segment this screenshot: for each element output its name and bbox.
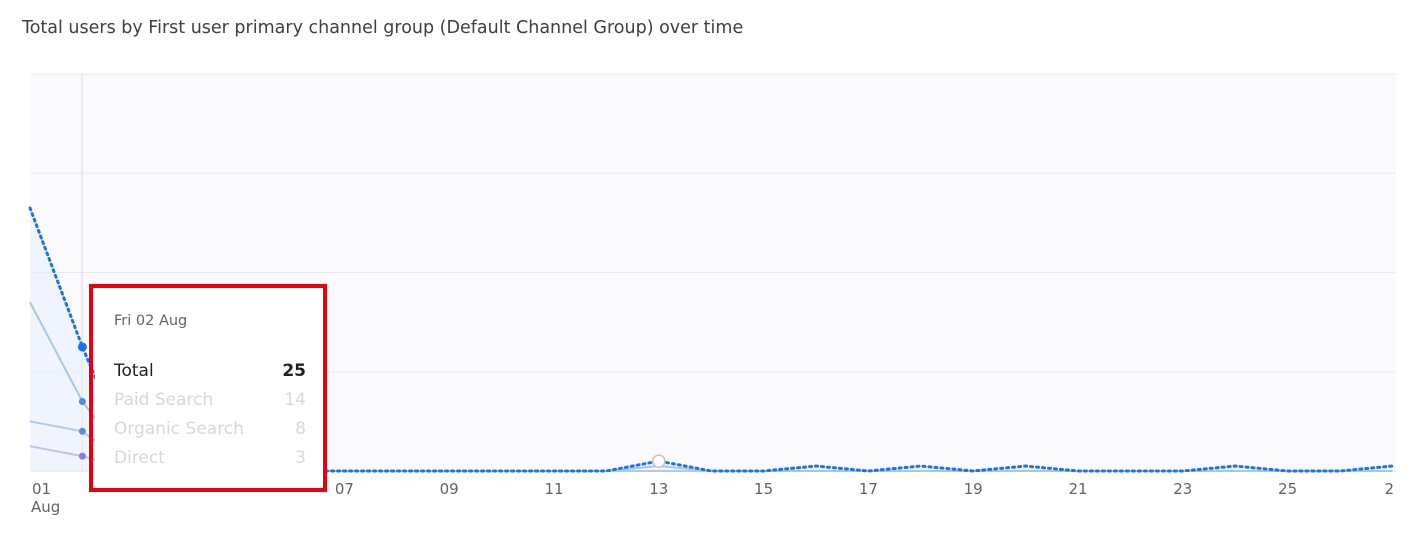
tooltip-row-total: Total 25	[114, 361, 306, 381]
tooltip-row-organic-search: Organic Search 8	[114, 419, 306, 439]
tooltip-row-direct: Direct 3	[114, 448, 306, 468]
x-tick-sublabel: Aug	[31, 498, 60, 516]
x-tick-label: 09	[440, 480, 459, 498]
data-point	[77, 342, 87, 352]
x-axis-ticks: 01 07 09 11 13 15 17 19 21 23 25 2 Aug	[31, 480, 1394, 516]
tooltip-label: Paid Search	[114, 390, 214, 410]
x-tick-label: 01	[32, 480, 51, 498]
data-point	[78, 398, 86, 406]
x-tick-label: 23	[1173, 480, 1192, 498]
tooltip-value: 3	[295, 448, 306, 468]
data-point	[78, 427, 86, 435]
hover-points	[77, 342, 666, 468]
x-tick-label: 15	[754, 480, 773, 498]
x-tick-label: 19	[964, 480, 983, 498]
x-tick-label: 25	[1278, 480, 1297, 498]
x-tick-label: 11	[544, 480, 563, 498]
tooltip-value: 8	[295, 419, 306, 439]
tooltip-value: 25	[282, 361, 306, 381]
x-tick-label: 21	[1068, 480, 1087, 498]
x-tick-label: 17	[859, 480, 878, 498]
x-tick-label: 07	[335, 480, 354, 498]
hover-tooltip: Fri 02 Aug Total 25 Paid Search 14 Organ…	[95, 289, 325, 489]
x-tick-label: 13	[649, 480, 668, 498]
tooltip-label: Direct	[114, 448, 165, 468]
x-tick-label: 2	[1384, 480, 1394, 498]
data-point	[652, 454, 666, 468]
tooltip-date: Fri 02 Aug	[114, 313, 188, 329]
tooltip-value: 14	[284, 390, 306, 410]
tooltip-row-paid-search: Paid Search 14	[114, 390, 306, 410]
data-point	[78, 452, 86, 460]
chart-title: Total users by First user primary channe…	[22, 18, 744, 38]
tooltip-label: Total	[114, 361, 154, 381]
tooltip-label: Organic Search	[114, 419, 244, 439]
